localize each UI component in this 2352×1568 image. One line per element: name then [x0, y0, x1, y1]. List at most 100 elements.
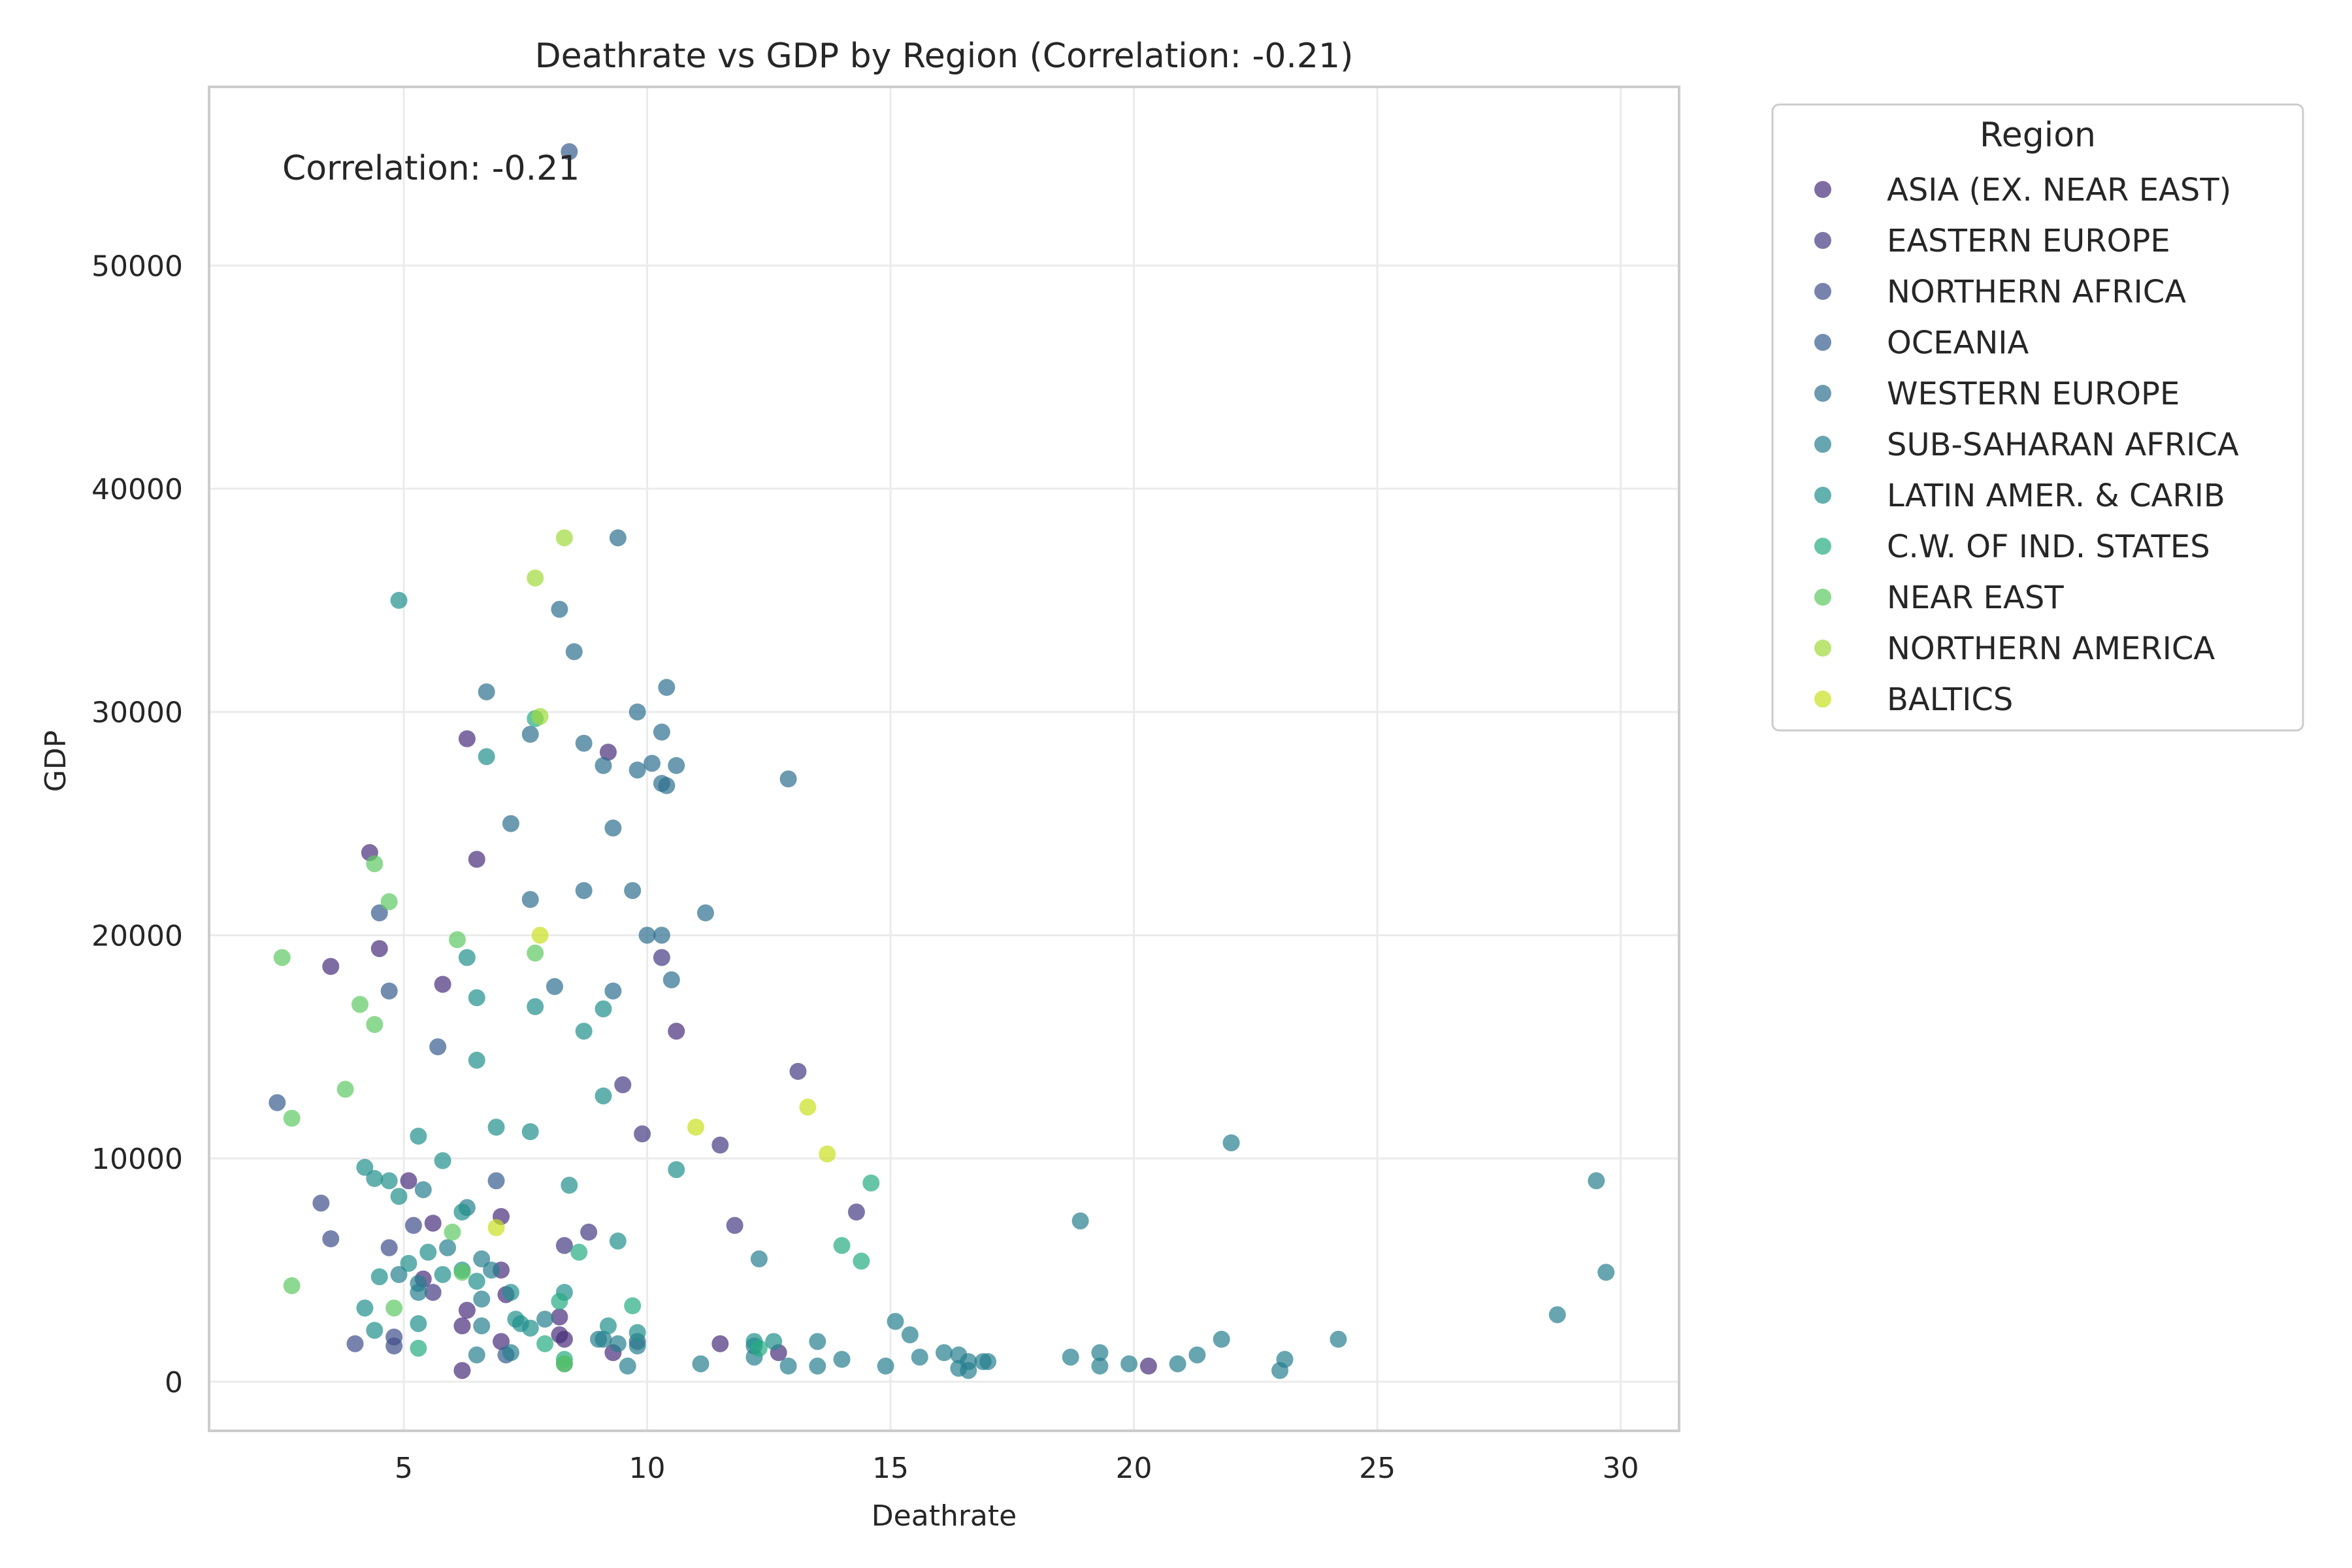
x-tick-label: 25 [1359, 1452, 1396, 1485]
y-tick-label: 40000 [91, 473, 183, 506]
data-point [936, 1344, 953, 1362]
legend-marker [1814, 232, 1831, 249]
data-point [351, 996, 368, 1013]
data-point [604, 982, 622, 1000]
x-tick-label: 30 [1603, 1452, 1639, 1485]
data-point [711, 1136, 729, 1154]
data-point [551, 1292, 568, 1310]
tick-labels: 5 10 15 20 25 30 0 10000 20000 30000 40000 50000 [91, 250, 1639, 1485]
data-point [653, 949, 670, 966]
data-point [595, 757, 612, 774]
data-point [487, 1219, 505, 1237]
legend-item: C.W. OF IND. STATES [1814, 529, 2210, 565]
data-point [483, 1261, 500, 1279]
data-point [833, 1350, 851, 1368]
data-point [370, 904, 388, 922]
data-point [424, 1284, 442, 1301]
data-point [546, 978, 563, 996]
data-point [692, 1355, 710, 1373]
y-tick-label: 30000 [91, 696, 183, 730]
data-point [887, 1313, 904, 1330]
data-point [527, 998, 544, 1015]
legend-item: NORTHERN AMERICA [1814, 630, 2215, 667]
data-point [658, 679, 676, 696]
correlation-annotation: Correlation: -0.21 [282, 149, 580, 188]
data-point [527, 944, 544, 962]
data-point [444, 1223, 461, 1241]
data-point [1222, 1134, 1240, 1152]
data-point [366, 1322, 384, 1339]
y-tick-label: 20000 [91, 919, 183, 953]
data-point [687, 1119, 705, 1136]
data-point [468, 851, 485, 868]
data-point [575, 1022, 593, 1040]
data-point [478, 748, 495, 766]
data-point [356, 1299, 374, 1317]
data-point [653, 723, 670, 741]
data-point [536, 1311, 554, 1328]
data-point [901, 1326, 919, 1344]
data-point [570, 1243, 588, 1261]
data-point [502, 1284, 519, 1301]
data-point [1091, 1357, 1109, 1375]
data-point [400, 1172, 417, 1190]
data-point [575, 882, 593, 900]
data-point [634, 1125, 651, 1143]
data-point [439, 1239, 457, 1256]
data-point [453, 1317, 471, 1335]
data-point [575, 734, 593, 752]
data-point [410, 1339, 427, 1357]
legend-marker [1814, 334, 1831, 351]
data-point [809, 1357, 826, 1375]
data-point [283, 1109, 301, 1127]
data-point [434, 975, 451, 993]
data-point [595, 1330, 612, 1348]
data-point [668, 1161, 685, 1179]
data-point [1276, 1350, 1294, 1368]
data-point [1139, 1357, 1157, 1375]
data-point [862, 1174, 880, 1192]
data-point [1597, 1264, 1615, 1281]
data-point [429, 1038, 447, 1056]
legend-marker [1814, 487, 1831, 504]
legend-item: BALTICS [1814, 681, 2013, 718]
data-point [531, 926, 549, 944]
data-point [1330, 1330, 1347, 1348]
legend-label: NORTHERN AFRICA [1887, 274, 2186, 310]
data-point [614, 1076, 632, 1094]
data-point [527, 569, 544, 587]
x-tick-label: 15 [872, 1452, 909, 1485]
legend-marker [1814, 691, 1831, 708]
data-point [356, 1158, 374, 1176]
data-point [624, 882, 642, 900]
data-point [453, 1264, 471, 1281]
legend-item: WESTERN EUROPE [1814, 376, 2180, 412]
data-point [385, 1299, 403, 1317]
data-point [424, 1215, 442, 1232]
data-point [448, 931, 466, 949]
data-point [414, 1181, 432, 1198]
data-point [789, 1062, 807, 1080]
data-point [385, 1328, 403, 1346]
data-point [380, 982, 398, 1000]
data-point [458, 949, 476, 966]
legend-marker [1814, 640, 1831, 657]
legend-item: OCEANIA [1814, 325, 2029, 361]
legend-label: LATIN AMER. & CARIB [1887, 478, 2225, 514]
legend-label: NORTHERN AMERICA [1887, 630, 2215, 667]
data-point [283, 1277, 301, 1294]
data-point [779, 1357, 797, 1375]
legend-item: SUB-SAHARAN AFRICA [1814, 427, 2239, 463]
data-point [410, 1127, 427, 1145]
data-point [478, 683, 495, 700]
legend-marker [1814, 436, 1831, 453]
data-point [658, 777, 676, 794]
data-point [619, 1357, 636, 1375]
legend-items: ASIA (EX. NEAR EAST) EASTERN EUROPE NORTHE… [1814, 172, 2239, 718]
x-tick-label: 5 [395, 1452, 413, 1485]
legend-label: OCEANIA [1887, 325, 2029, 361]
data-point [434, 1152, 451, 1169]
data-point [643, 755, 661, 772]
data-point [1062, 1348, 1079, 1366]
